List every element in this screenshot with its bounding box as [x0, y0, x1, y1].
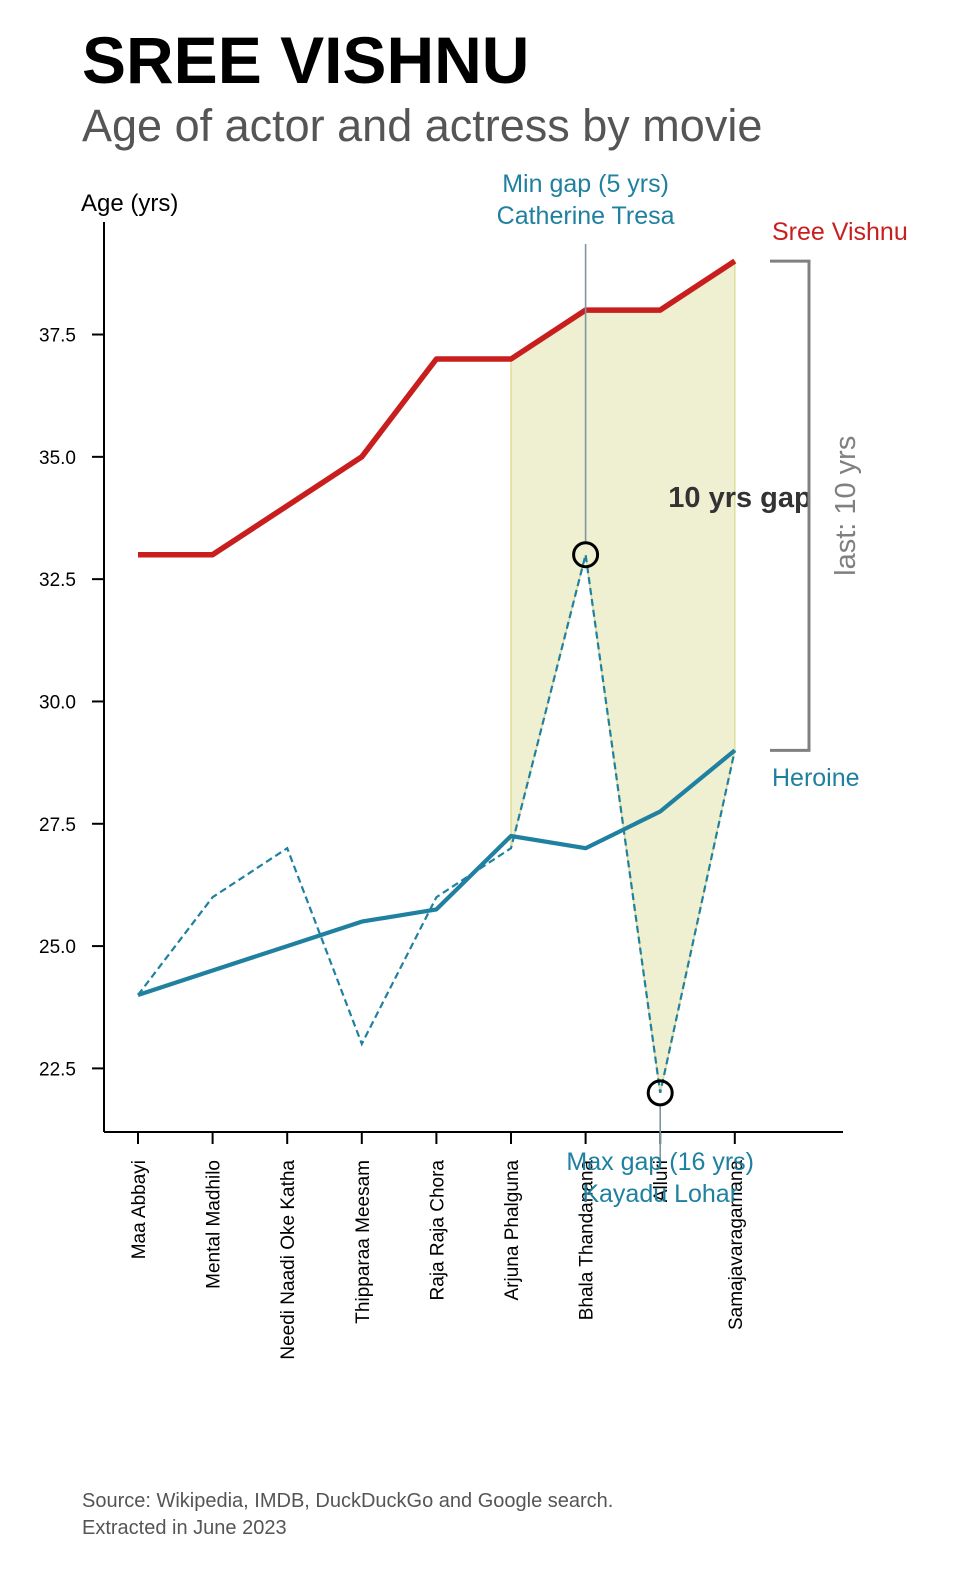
actor-point — [211, 553, 215, 557]
heroine-point — [211, 895, 215, 899]
x-tick-label: Needi Naadi Oke Katha — [278, 1160, 299, 1360]
axes: Age (yrs) 22.5 25.0 27.5 30.0 32.5 35.0 37.5 Maa… — [39, 190, 843, 1360]
actor-point — [136, 553, 140, 557]
actor-point — [360, 455, 364, 459]
actor-point — [434, 357, 438, 361]
y-tick-label: 35.0 — [39, 448, 76, 469]
source-line-2: Extracted in June 2023 — [82, 1517, 287, 1539]
max-gap-name: Kayadu Lohar — [582, 1180, 738, 1208]
chart-title: SREE VISHNU — [82, 23, 530, 97]
heroine-point — [136, 993, 140, 997]
annotations-layer: Min gap (5 yrs) Catherine Tresa Max gap (1… — [497, 170, 908, 1208]
x-tick-label: Mental Madhilo — [204, 1160, 225, 1289]
actor-point — [733, 259, 737, 263]
actor-age-line — [138, 258, 737, 558]
x-tick-label: Arjuna Phalguna — [502, 1160, 523, 1301]
x-tick-label: Thipparaa Meesam — [353, 1160, 374, 1324]
legend-sree-vishnu: Sree Vishnu — [772, 218, 908, 246]
heroine-point — [509, 846, 513, 850]
y-tick-label: 22.5 — [39, 1059, 76, 1080]
max-gap-label: Max gap (16 yrs) — [566, 1148, 754, 1176]
max-gap-marker — [646, 1079, 674, 1107]
min-gap-name: Catherine Tresa — [497, 202, 675, 230]
gap-shaded-area — [510, 259, 736, 1094]
last-gap-bracket — [770, 259, 811, 752]
chart-subtitle: Age of actor and actress by movie — [82, 100, 763, 151]
y-tick-label: 37.5 — [39, 326, 76, 347]
source-line-1: Source: Wikipedia, IMDB, DuckDuckGo and … — [82, 1490, 614, 1512]
last-gap-label: last: 10 yrs — [830, 436, 862, 576]
min-gap-label: Min gap (5 yrs) — [502, 170, 669, 198]
y-axis-label: Age (yrs) — [81, 190, 178, 217]
series-layer — [136, 258, 737, 1095]
x-tick-label: Alluri — [651, 1160, 672, 1202]
heroine-point — [584, 553, 588, 557]
heroine-actual-age-line — [137, 554, 736, 1094]
y-tick-label: 27.5 — [39, 815, 76, 836]
heroine-trend-line — [137, 748, 737, 997]
legend-heroine: Heroine — [772, 764, 860, 792]
age-line-chart: Age (yrs) 22.5 25.0 27.5 30.0 32.5 35.0 37.5 Maa… — [39, 170, 908, 1360]
x-tick-label: Samajavaragamana — [726, 1160, 747, 1330]
shaded-gap-area-layer — [510, 259, 736, 1094]
source-note: Source: Wikipedia, IMDB, DuckDuckGo and … — [82, 1488, 613, 1542]
y-tick-label: 25.0 — [39, 937, 76, 958]
x-tick-label: Raja Raja Chora — [427, 1160, 448, 1301]
gap-label: 10 yrs gap — [668, 482, 811, 514]
heroine-point — [658, 1091, 662, 1095]
x-tick-label: Bhala Thandanana — [577, 1160, 598, 1321]
heroine-point — [434, 895, 438, 899]
actor-point — [658, 308, 662, 312]
y-tick-label: 32.5 — [39, 570, 76, 591]
heroine-point — [733, 748, 737, 752]
actor-point — [509, 357, 513, 361]
x-tick-label: Maa Abbayi — [129, 1160, 150, 1259]
y-tick-label: 30.0 — [39, 692, 76, 713]
heroine-point — [285, 846, 289, 850]
min-gap-marker — [572, 541, 600, 569]
actor-point — [285, 504, 289, 508]
heroine-point — [360, 1042, 364, 1046]
